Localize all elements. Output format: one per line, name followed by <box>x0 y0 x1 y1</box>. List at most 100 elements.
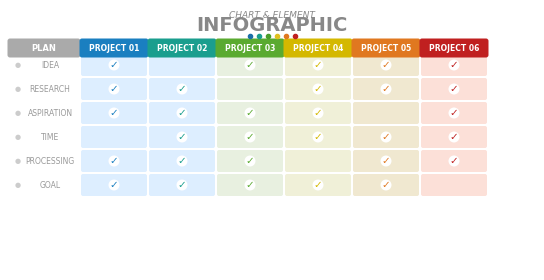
Circle shape <box>244 60 256 71</box>
FancyBboxPatch shape <box>351 39 421 57</box>
Circle shape <box>244 108 256 118</box>
Circle shape <box>448 83 460 95</box>
Circle shape <box>380 179 392 190</box>
Circle shape <box>448 155 460 167</box>
Text: PROJECT 02: PROJECT 02 <box>157 43 207 53</box>
Text: INFOGRAPHIC: INFOGRAPHIC <box>196 15 348 34</box>
Text: ✓: ✓ <box>450 132 459 142</box>
Circle shape <box>244 132 256 143</box>
Circle shape <box>108 60 120 71</box>
FancyBboxPatch shape <box>285 102 351 124</box>
Text: ✓: ✓ <box>178 84 187 94</box>
Circle shape <box>176 83 188 95</box>
Text: ✓: ✓ <box>246 60 255 70</box>
FancyBboxPatch shape <box>421 174 487 196</box>
Text: ✓: ✓ <box>450 84 459 94</box>
Text: ✓: ✓ <box>178 108 187 118</box>
Text: ✓: ✓ <box>314 132 323 142</box>
Circle shape <box>312 132 324 143</box>
FancyBboxPatch shape <box>81 174 147 196</box>
Text: ✓: ✓ <box>110 84 119 94</box>
FancyBboxPatch shape <box>421 78 487 100</box>
Text: PROJECT 05: PROJECT 05 <box>361 43 411 53</box>
Circle shape <box>176 155 188 167</box>
FancyBboxPatch shape <box>217 174 283 196</box>
Circle shape <box>108 83 120 95</box>
Text: PROCESSING: PROCESSING <box>26 157 75 165</box>
FancyBboxPatch shape <box>149 102 215 124</box>
Text: ✓: ✓ <box>110 108 119 118</box>
Text: PLAN: PLAN <box>32 43 57 53</box>
FancyBboxPatch shape <box>285 174 351 196</box>
FancyBboxPatch shape <box>81 102 147 124</box>
Circle shape <box>448 60 460 71</box>
Circle shape <box>448 108 460 118</box>
Text: TIME: TIME <box>41 132 59 141</box>
Text: ✓: ✓ <box>246 156 255 166</box>
FancyBboxPatch shape <box>353 78 419 100</box>
FancyBboxPatch shape <box>353 102 419 124</box>
FancyBboxPatch shape <box>149 126 215 148</box>
Text: ✓: ✓ <box>382 84 391 94</box>
FancyBboxPatch shape <box>215 39 285 57</box>
Text: ●: ● <box>15 110 21 116</box>
Text: ●: ● <box>15 134 21 140</box>
FancyBboxPatch shape <box>79 39 149 57</box>
Text: ✓: ✓ <box>314 84 323 94</box>
FancyBboxPatch shape <box>421 126 487 148</box>
Text: ●: ● <box>15 86 21 92</box>
Text: ✓: ✓ <box>382 180 391 190</box>
FancyBboxPatch shape <box>285 150 351 172</box>
FancyBboxPatch shape <box>217 78 283 100</box>
Text: CHART & ELEMENT: CHART & ELEMENT <box>229 11 315 20</box>
Circle shape <box>380 132 392 143</box>
Text: ●: ● <box>15 158 21 164</box>
FancyBboxPatch shape <box>353 150 419 172</box>
Circle shape <box>176 179 188 190</box>
FancyBboxPatch shape <box>285 126 351 148</box>
Text: ●: ● <box>15 62 21 68</box>
Text: PROJECT 01: PROJECT 01 <box>89 43 139 53</box>
Text: GOAL: GOAL <box>39 181 60 190</box>
Text: ASPIRATION: ASPIRATION <box>27 109 72 118</box>
FancyBboxPatch shape <box>149 54 215 76</box>
Circle shape <box>312 108 324 118</box>
FancyBboxPatch shape <box>353 54 419 76</box>
FancyBboxPatch shape <box>353 174 419 196</box>
FancyBboxPatch shape <box>147 39 217 57</box>
Text: PROJECT 03: PROJECT 03 <box>225 43 275 53</box>
Circle shape <box>108 179 120 190</box>
Circle shape <box>448 132 460 143</box>
Text: ✓: ✓ <box>450 108 459 118</box>
Text: ✓: ✓ <box>314 108 323 118</box>
Circle shape <box>380 83 392 95</box>
Circle shape <box>312 83 324 95</box>
Text: ✓: ✓ <box>246 180 255 190</box>
Circle shape <box>312 60 324 71</box>
FancyBboxPatch shape <box>149 78 215 100</box>
FancyBboxPatch shape <box>81 78 147 100</box>
Text: ✓: ✓ <box>382 132 391 142</box>
Circle shape <box>244 179 256 190</box>
Text: IDEA: IDEA <box>41 60 59 69</box>
FancyBboxPatch shape <box>285 78 351 100</box>
FancyBboxPatch shape <box>8 39 81 57</box>
Text: ✓: ✓ <box>246 132 255 142</box>
Text: RESEARCH: RESEARCH <box>29 85 70 94</box>
FancyBboxPatch shape <box>217 126 283 148</box>
Text: ✓: ✓ <box>450 60 459 70</box>
Circle shape <box>312 179 324 190</box>
Text: ✓: ✓ <box>314 180 323 190</box>
FancyBboxPatch shape <box>217 102 283 124</box>
FancyBboxPatch shape <box>81 126 147 148</box>
Circle shape <box>380 155 392 167</box>
Circle shape <box>176 108 188 118</box>
Text: ✓: ✓ <box>110 156 119 166</box>
FancyBboxPatch shape <box>285 54 351 76</box>
Text: PROJECT 06: PROJECT 06 <box>429 43 479 53</box>
Circle shape <box>380 60 392 71</box>
Text: ✓: ✓ <box>314 60 323 70</box>
Text: ✓: ✓ <box>178 156 187 166</box>
Text: ✓: ✓ <box>382 60 391 70</box>
Text: ✓: ✓ <box>110 180 119 190</box>
